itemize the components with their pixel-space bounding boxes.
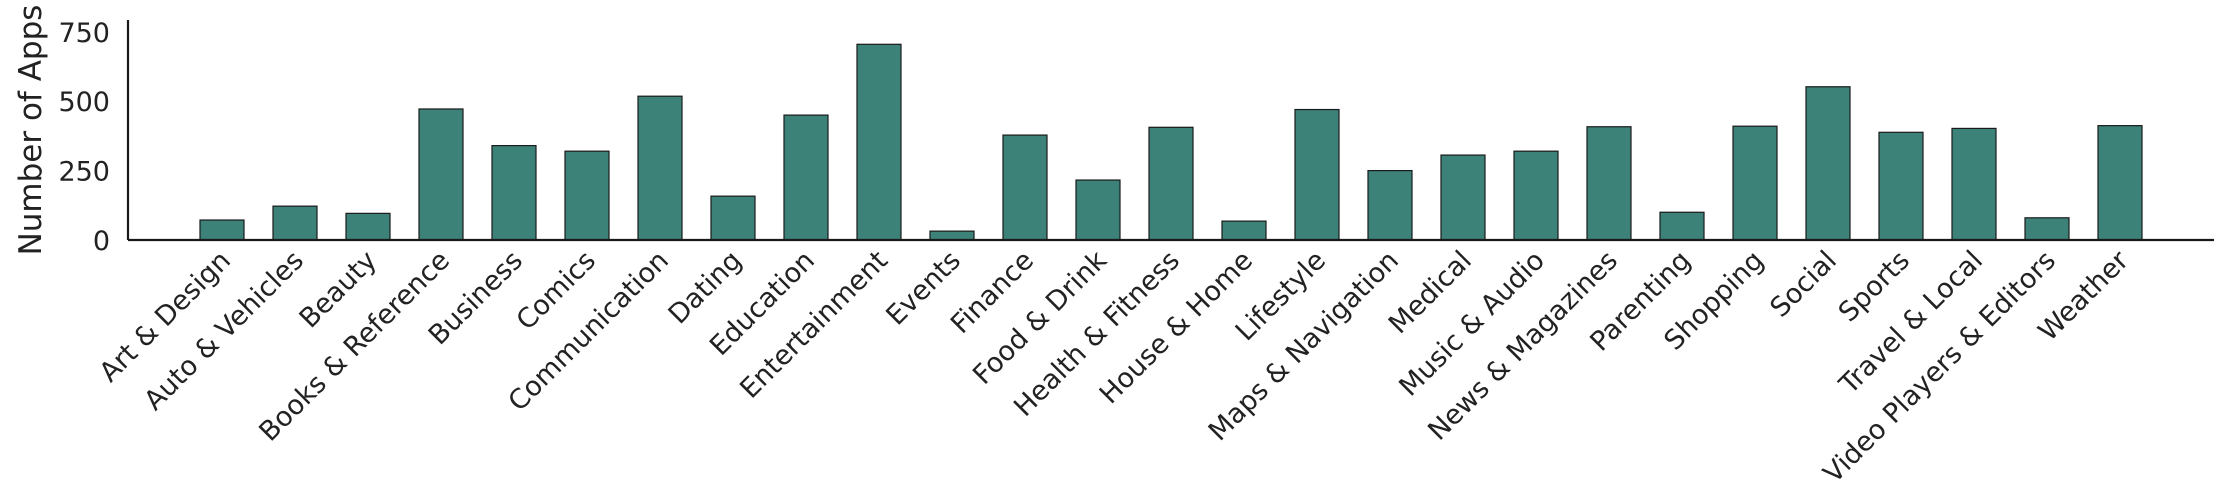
bar <box>1586 126 1632 241</box>
bar <box>1951 127 1997 241</box>
x-tick-label: Social <box>1764 245 1843 324</box>
bar <box>1659 211 1705 241</box>
bar <box>272 205 318 241</box>
y-tick-label: 250 <box>58 157 110 188</box>
bar <box>199 219 245 241</box>
bar <box>710 195 756 241</box>
bar <box>1075 179 1121 241</box>
bar <box>1440 154 1486 241</box>
bar <box>1367 170 1413 241</box>
bar <box>1878 131 1924 241</box>
bar <box>783 114 829 241</box>
y-tick-label: 750 <box>58 18 110 49</box>
bar <box>1294 108 1340 241</box>
bar <box>1002 134 1048 241</box>
y-tick-label: 0 <box>93 226 110 257</box>
y-axis-title: Number of Apps <box>13 5 49 256</box>
bar <box>2024 217 2070 241</box>
bar <box>345 212 391 241</box>
bar <box>1221 220 1267 241</box>
bar <box>1732 125 1778 241</box>
bar <box>564 150 610 241</box>
bar <box>1513 150 1559 241</box>
bar <box>856 43 902 241</box>
bar <box>637 95 683 241</box>
bar <box>491 145 537 241</box>
bars-group <box>199 43 2143 241</box>
bar <box>2097 125 2143 241</box>
bar <box>1148 126 1194 241</box>
bar <box>418 108 464 241</box>
y-axis-ticks: 0 250 500 750 <box>58 18 110 257</box>
y-tick-label: 500 <box>58 87 110 118</box>
bar <box>929 230 975 241</box>
bar <box>1805 86 1851 241</box>
